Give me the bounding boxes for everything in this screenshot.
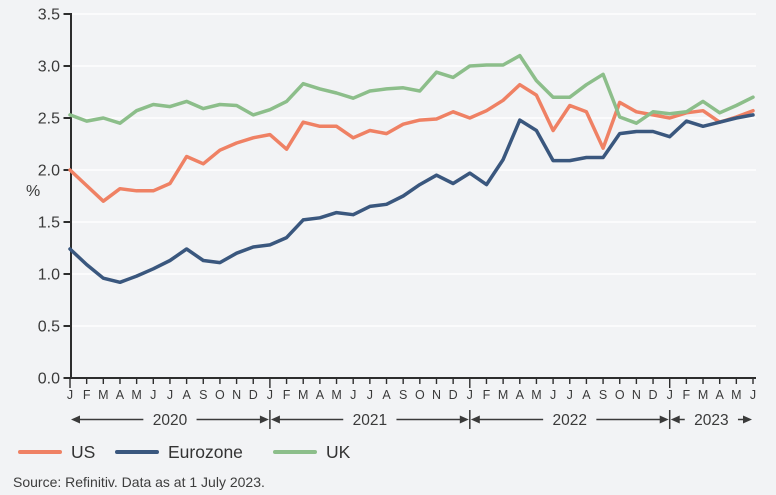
svg-text:2.0: 2.0 xyxy=(38,163,60,180)
svg-text:0.0: 0.0 xyxy=(38,371,60,388)
svg-text:J: J xyxy=(150,388,156,402)
svg-text:J: J xyxy=(550,388,556,402)
svg-text:J: J xyxy=(67,388,73,402)
year-label-2023: 2023 xyxy=(694,412,728,429)
svg-text:1.0: 1.0 xyxy=(38,267,60,284)
svg-text:O: O xyxy=(215,388,225,402)
svg-text:M: M xyxy=(298,388,308,402)
svg-text:F: F xyxy=(83,388,91,402)
legend-label-uk: UK xyxy=(326,441,351,462)
svg-text:2.5: 2.5 xyxy=(38,111,60,128)
svg-text:J: J xyxy=(467,388,473,402)
svg-text:3.0: 3.0 xyxy=(38,59,60,76)
svg-text:O: O xyxy=(415,388,425,402)
svg-text:A: A xyxy=(182,388,191,402)
legend-item-eurozone: Eurozone xyxy=(115,441,243,463)
svg-text:J: J xyxy=(750,388,756,402)
svg-text:D: D xyxy=(649,388,658,402)
legend-label-us: US xyxy=(71,441,96,462)
year-label-2021: 2021 xyxy=(353,412,387,429)
year-label-2020: 2020 xyxy=(153,412,188,429)
axes xyxy=(63,13,756,379)
svg-text:S: S xyxy=(599,388,607,402)
svg-text:F: F xyxy=(483,388,491,402)
svg-text:J: J xyxy=(667,388,673,402)
svg-text:M: M xyxy=(531,388,541,402)
uk-line-swatch xyxy=(273,450,317,454)
svg-text:1.5: 1.5 xyxy=(38,215,60,232)
svg-text:M: M xyxy=(131,388,141,402)
svg-text:3.5: 3.5 xyxy=(38,7,60,24)
svg-text:O: O xyxy=(615,388,625,402)
svg-text:J: J xyxy=(350,388,356,402)
source-note: Source: Refinitiv. Data as at 1 July 202… xyxy=(13,474,265,490)
svg-text:A: A xyxy=(716,388,725,402)
svg-text:J: J xyxy=(267,388,273,402)
svg-text:M: M xyxy=(698,388,708,402)
series-line-eurozone xyxy=(68,113,755,285)
svg-text:D: D xyxy=(249,388,258,402)
gridlines xyxy=(71,13,756,327)
svg-text:N: N xyxy=(432,388,441,402)
svg-text:A: A xyxy=(116,388,125,402)
svg-text:F: F xyxy=(283,388,291,402)
svg-text:N: N xyxy=(232,388,241,402)
legend-label-eurozone: Eurozone xyxy=(168,441,243,462)
svg-text:A: A xyxy=(316,388,325,402)
svg-text:M: M xyxy=(498,388,508,402)
svg-text:J: J xyxy=(567,388,573,402)
svg-text:F: F xyxy=(683,388,691,402)
svg-text:M: M xyxy=(731,388,741,402)
month-ticks xyxy=(69,379,754,388)
svg-text:S: S xyxy=(399,388,407,402)
series-line-uk xyxy=(68,53,755,125)
svg-text:D: D xyxy=(449,388,458,402)
year-label-2022: 2022 xyxy=(553,412,587,429)
y-axis-unit-label: % xyxy=(26,183,41,200)
legend-item-us: US xyxy=(18,441,95,463)
us-line-swatch xyxy=(18,450,62,454)
svg-text:M: M xyxy=(331,388,341,402)
svg-text:A: A xyxy=(382,388,391,402)
svg-text:A: A xyxy=(582,388,591,402)
eurozone-line-swatch xyxy=(115,450,159,454)
svg-text:A: A xyxy=(516,388,525,402)
svg-text:J: J xyxy=(367,388,373,402)
svg-text:0.5: 0.5 xyxy=(38,319,60,336)
legend: US Eurozone UK xyxy=(0,441,776,463)
svg-text:N: N xyxy=(632,388,641,402)
svg-text:J: J xyxy=(167,388,173,402)
year-bands: 2020 2021 2022 2023 xyxy=(71,410,752,429)
svg-text:S: S xyxy=(199,388,207,402)
y-tick-labels: 0.0 0.5 1.0 1.5 2.0 2.5 3.0 3.5 xyxy=(38,7,60,388)
legend-item-uk: UK xyxy=(273,441,350,463)
series-line-us xyxy=(68,82,755,203)
svg-text:M: M xyxy=(98,388,108,402)
